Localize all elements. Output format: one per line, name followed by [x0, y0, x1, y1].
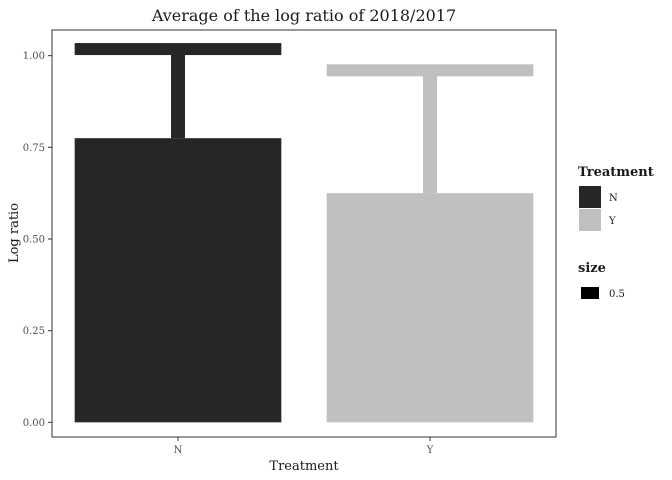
error-bar-stem	[171, 49, 185, 139]
legend-label-y: Y	[608, 216, 616, 227]
legend-label-n: N	[609, 193, 618, 204]
x-tick-label: Y	[426, 445, 434, 456]
error-bar-cap	[74, 43, 282, 56]
y-tick-label: 0.00	[23, 418, 45, 429]
error-bar-cap	[326, 64, 534, 77]
legend-label-size: 0.5	[609, 289, 625, 300]
x-axis-title: Treatment	[269, 459, 339, 474]
plot-panel-border	[51, 29, 557, 438]
chart-title: Average of the log ratio of 2018/2017	[151, 6, 456, 25]
y-axis: 0.00 0.25 0.50 0.75 1.00	[23, 51, 52, 429]
x-tick-label: N	[174, 445, 183, 456]
y-tick-label: 1.00	[23, 51, 45, 62]
legend-key-size	[581, 287, 599, 299]
y-tick-label: 0.25	[23, 326, 45, 337]
y-axis-title: Log ratio	[7, 203, 22, 263]
legend-key-n	[579, 186, 601, 208]
bars	[74, 138, 534, 423]
legend-key-y	[579, 209, 601, 231]
legend: Treatment N Y size 0.5	[578, 165, 654, 300]
error-bars	[74, 43, 534, 194]
legend-title-size: size	[578, 261, 606, 276]
bar-y	[326, 193, 534, 423]
y-tick-label: 0.50	[23, 235, 45, 246]
error-bar-stem	[423, 70, 437, 194]
legend-title-treatment: Treatment	[578, 165, 654, 180]
bar-n	[74, 138, 282, 423]
y-tick-label: 0.75	[23, 143, 45, 154]
